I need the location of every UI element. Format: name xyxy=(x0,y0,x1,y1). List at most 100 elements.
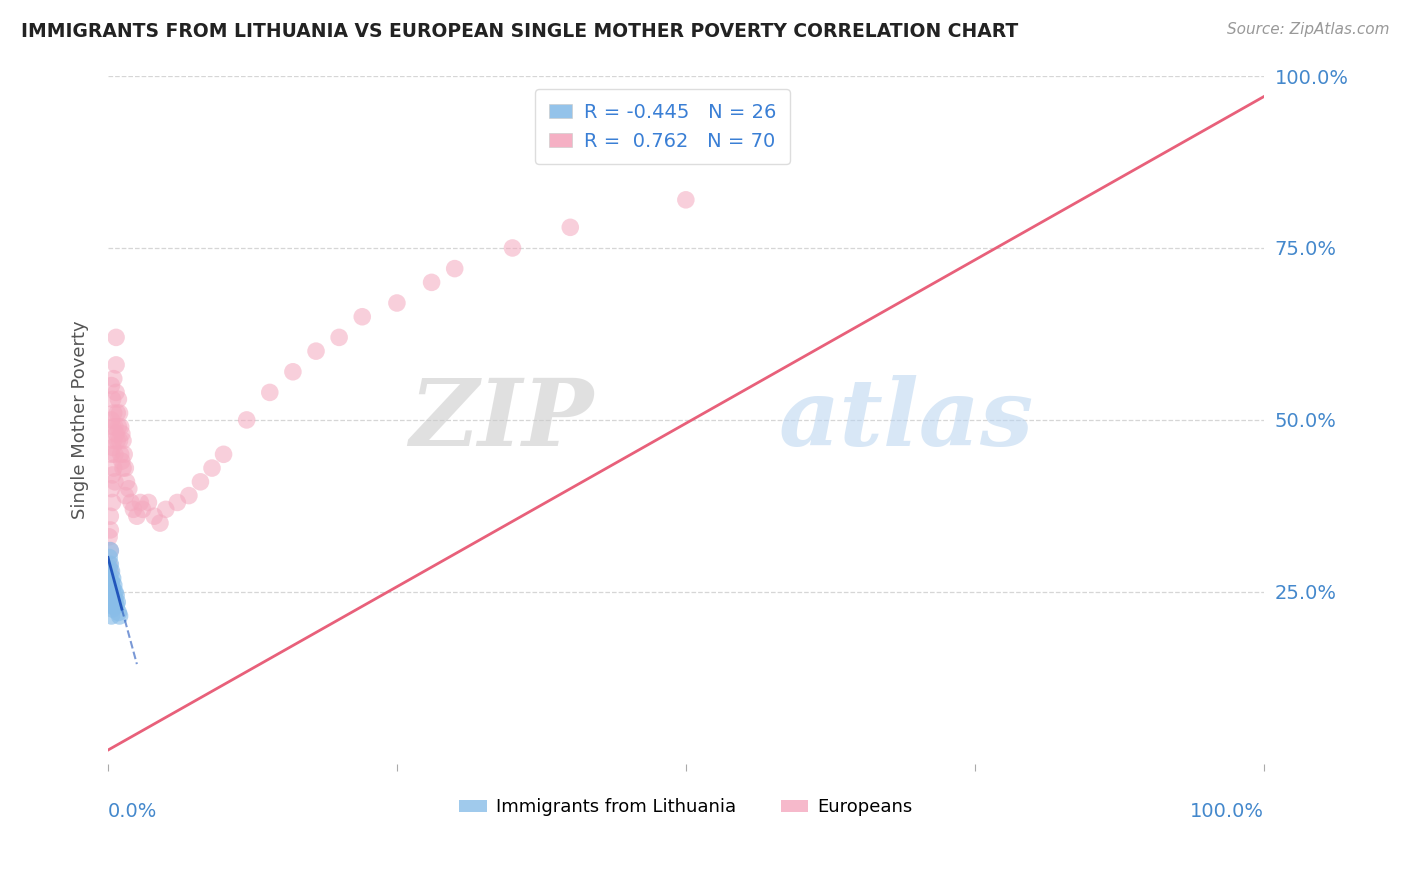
Point xyxy=(98,543,121,558)
Point xyxy=(112,447,135,461)
Point xyxy=(100,413,122,427)
Legend: Immigrants from Lithuania, Europeans: Immigrants from Lithuania, Europeans xyxy=(453,791,920,823)
Text: 100.0%: 100.0% xyxy=(1189,802,1264,821)
Text: 0.0%: 0.0% xyxy=(108,802,157,821)
Point xyxy=(98,558,121,572)
Point xyxy=(235,413,257,427)
Point xyxy=(118,482,141,496)
Point xyxy=(352,310,374,324)
Point xyxy=(177,489,200,503)
Point xyxy=(125,509,148,524)
Point xyxy=(98,561,121,575)
Point xyxy=(98,523,121,537)
Point xyxy=(101,591,124,606)
Point xyxy=(108,406,131,420)
Point xyxy=(108,434,131,448)
Text: Source: ZipAtlas.com: Source: ZipAtlas.com xyxy=(1226,22,1389,37)
Point xyxy=(103,406,125,420)
Point xyxy=(107,392,129,407)
Point xyxy=(131,502,153,516)
Point xyxy=(107,419,129,434)
Point xyxy=(114,489,136,503)
Point xyxy=(98,571,121,585)
Point xyxy=(100,378,122,392)
Point xyxy=(98,509,121,524)
Point xyxy=(100,585,122,599)
Point xyxy=(100,482,122,496)
Point xyxy=(104,419,127,434)
Point xyxy=(100,574,122,589)
Point xyxy=(190,475,212,489)
Point xyxy=(101,571,124,585)
Point xyxy=(105,358,128,372)
Point xyxy=(105,406,128,420)
Point xyxy=(120,495,142,509)
Text: ZIP: ZIP xyxy=(409,375,593,465)
Point xyxy=(104,475,127,489)
Point xyxy=(100,564,122,578)
Point xyxy=(101,392,124,407)
Point xyxy=(281,365,304,379)
Point xyxy=(259,385,281,400)
Point xyxy=(103,434,125,448)
Point xyxy=(101,602,124,616)
Point xyxy=(101,582,124,596)
Point xyxy=(101,419,124,434)
Point xyxy=(675,193,697,207)
Point xyxy=(115,475,138,489)
Point xyxy=(111,454,134,468)
Point xyxy=(103,588,125,602)
Point xyxy=(105,434,128,448)
Point xyxy=(111,434,134,448)
Point xyxy=(103,599,125,613)
Point xyxy=(149,516,172,530)
Point xyxy=(101,467,124,482)
Point xyxy=(502,241,524,255)
Point xyxy=(98,550,121,565)
Text: IMMIGRANTS FROM LITHUANIA VS EUROPEAN SINGLE MOTHER POVERTY CORRELATION CHART: IMMIGRANTS FROM LITHUANIA VS EUROPEAN SI… xyxy=(21,22,1018,41)
Point xyxy=(110,447,132,461)
Point xyxy=(560,220,582,235)
Point xyxy=(100,609,122,624)
Point xyxy=(212,447,235,461)
Point xyxy=(98,588,121,602)
Point xyxy=(101,441,124,455)
Point xyxy=(305,344,328,359)
Point xyxy=(98,564,121,578)
Point xyxy=(104,595,127,609)
Point xyxy=(105,595,128,609)
Point xyxy=(104,447,127,461)
Point xyxy=(105,426,128,441)
Point xyxy=(111,426,134,441)
Point xyxy=(143,509,166,524)
Point xyxy=(107,606,129,620)
Point xyxy=(103,578,125,592)
Point xyxy=(105,385,128,400)
Point xyxy=(111,461,134,475)
Point xyxy=(101,495,124,509)
Point xyxy=(105,599,128,613)
Point xyxy=(98,530,121,544)
Point xyxy=(98,543,121,558)
Point xyxy=(138,495,160,509)
Point xyxy=(328,330,350,344)
Point xyxy=(385,296,408,310)
Point xyxy=(110,419,132,434)
Text: atlas: atlas xyxy=(779,375,1033,465)
Point xyxy=(122,502,145,516)
Point xyxy=(105,588,128,602)
Point xyxy=(103,461,125,475)
Point xyxy=(98,578,121,592)
Point xyxy=(98,571,121,585)
Point xyxy=(100,599,122,613)
Point xyxy=(166,495,188,509)
Y-axis label: Single Mother Poverty: Single Mother Poverty xyxy=(72,320,89,519)
Point xyxy=(98,558,121,572)
Point xyxy=(443,261,465,276)
Point xyxy=(155,502,177,516)
Point xyxy=(108,609,131,624)
Point xyxy=(104,585,127,599)
Point xyxy=(103,371,125,385)
Point xyxy=(100,447,122,461)
Point xyxy=(105,330,128,344)
